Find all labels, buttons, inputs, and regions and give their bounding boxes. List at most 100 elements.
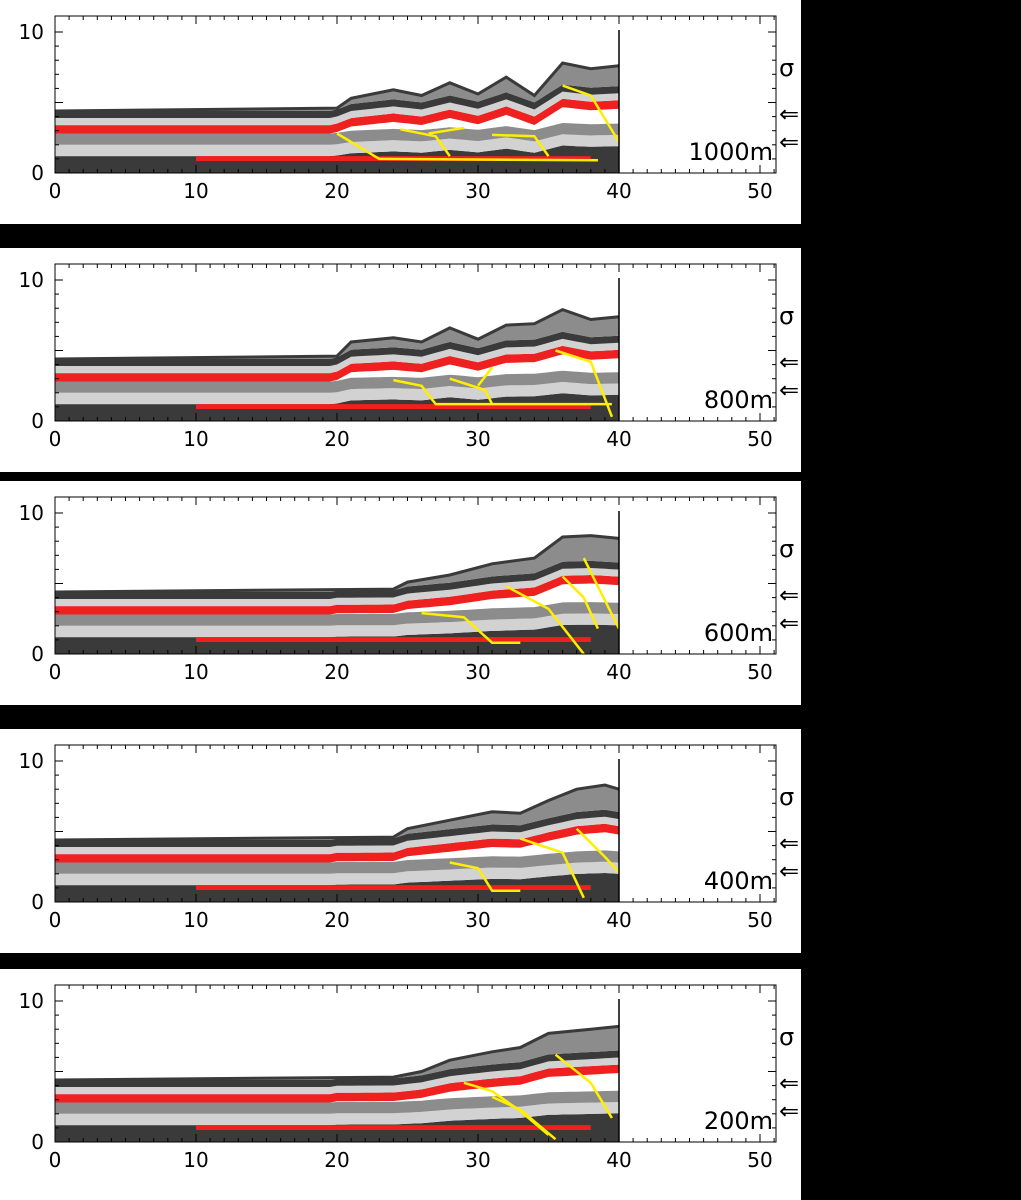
x-tick-label: 10 xyxy=(183,427,208,451)
sigma-label: σ xyxy=(779,1023,794,1051)
fault-line xyxy=(336,132,598,162)
fault-line xyxy=(449,377,494,405)
panel-600m: 0 10 20 30 40 50 0 10 600m σ ⇐ ⇐ xyxy=(0,481,801,705)
x-tick-label: 0 xyxy=(49,1148,62,1172)
layer-red-detachment xyxy=(196,637,591,643)
y-tick-label: 0 xyxy=(31,409,44,433)
y-tick-label: 10 xyxy=(19,501,44,525)
topographic-surface xyxy=(54,307,620,361)
y-tick-label: 0 xyxy=(31,890,44,914)
separator-band-1 xyxy=(0,224,801,248)
fault-line xyxy=(561,575,600,630)
layer-dark-upper xyxy=(55,1050,619,1087)
panel-400m: 0 10 20 30 40 50 0 10 400m σ ⇐ ⇐ xyxy=(0,729,801,953)
x-tick-label: 0 xyxy=(49,660,62,684)
layer-dark-upper xyxy=(55,809,619,847)
fault-line xyxy=(582,557,621,630)
topographic-surface xyxy=(54,783,620,842)
model-section-plot: 0 10 20 30 40 50 0 10 600m σ ⇐⇐ xyxy=(0,481,801,705)
fault-line xyxy=(477,366,494,387)
panel-200m: 0 10 20 30 40 50 0 10 200m σ ⇐ ⇐ xyxy=(0,969,801,1193)
x-tick-label: 10 xyxy=(183,1148,208,1172)
sigma-label: σ xyxy=(779,302,794,330)
y-tick-label: 10 xyxy=(19,989,44,1013)
layer-mid-lower xyxy=(55,602,619,626)
panel-800m: 0 10 20 30 40 50 0 10 800m σ ⇐ ⇐ xyxy=(0,248,801,472)
fault-line xyxy=(491,1095,557,1141)
x-tick-label: 10 xyxy=(183,179,208,203)
x-tick-label: 0 xyxy=(49,427,62,451)
plot-frame xyxy=(54,984,777,1143)
x-tick-label: 30 xyxy=(465,660,490,684)
x-tick-label: 0 xyxy=(49,179,62,203)
right-black-bar xyxy=(801,0,1021,1200)
model-section-plot: 0 10 20 30 40 50 0 10 400m σ ⇐⇐ xyxy=(0,729,801,953)
sigma-label: σ xyxy=(779,783,794,811)
fault-line xyxy=(505,585,585,655)
layer-red-upper xyxy=(55,823,619,863)
displacement-label: 800m xyxy=(704,386,773,414)
x-tick-label: 50 xyxy=(747,908,772,932)
y-tick-label: 0 xyxy=(31,1130,44,1154)
y-tick-label: 10 xyxy=(19,749,44,773)
fault-line xyxy=(393,378,612,406)
fault-line xyxy=(562,84,621,143)
push-arrow-icon: ⇐ xyxy=(779,829,799,857)
x-tick-label: 40 xyxy=(606,1148,631,1172)
fault-line xyxy=(519,837,585,899)
fault-line xyxy=(449,861,521,892)
x-tick-label: 20 xyxy=(324,660,349,684)
x-tick-label: 20 xyxy=(324,179,349,203)
push-arrow-icon: ⇐ xyxy=(779,128,799,156)
topographic-surface xyxy=(54,1024,620,1082)
y-tick-label: 0 xyxy=(31,642,44,666)
layer-light-lower xyxy=(55,1102,619,1126)
push-arrow-icon: ⇐ xyxy=(779,348,799,376)
model-section-plot: 0 10 20 30 40 50 0 10 1000m σ ⇐⇐ xyxy=(0,0,801,224)
layer-mid-lower xyxy=(55,1090,619,1114)
model-section-plot: 0 10 20 30 40 50 0 10 200m σ ⇐⇐ xyxy=(0,969,801,1193)
layer-dark-upper xyxy=(55,84,619,118)
push-arrow-icon: ⇐ xyxy=(779,609,799,637)
x-tick-label: 0 xyxy=(49,908,62,932)
topographic-surface xyxy=(54,534,620,594)
layer-red-upper xyxy=(55,98,619,134)
x-tick-label: 20 xyxy=(324,427,349,451)
layer-light-upper xyxy=(55,91,619,126)
x-tick-label: 30 xyxy=(465,427,490,451)
fault-line xyxy=(554,1053,613,1119)
y-tick-label: 10 xyxy=(19,268,44,292)
plot-frame xyxy=(54,496,777,655)
layer-red-upper xyxy=(55,1064,619,1103)
push-arrow-icon: ⇐ xyxy=(779,1097,799,1125)
x-tick-label: 30 xyxy=(465,179,490,203)
separator-band-3 xyxy=(0,705,801,729)
push-arrow-icon: ⇐ xyxy=(779,581,799,609)
model-section-plot: 0 10 20 30 40 50 0 10 800m σ ⇐⇐ xyxy=(0,248,801,472)
x-tick-label: 20 xyxy=(324,908,349,932)
fault-line xyxy=(492,133,550,157)
fault-line xyxy=(575,827,620,874)
layer-light-lower xyxy=(55,381,619,405)
layer-red-upper xyxy=(55,575,619,615)
plot-frame xyxy=(54,15,777,174)
sigma-label: σ xyxy=(779,535,794,563)
x-tick-label: 50 xyxy=(747,427,772,451)
topographic-surface xyxy=(54,61,620,113)
layer-dark-upper xyxy=(55,331,619,366)
displacement-label: 400m xyxy=(704,867,773,895)
x-tick-label: 10 xyxy=(183,660,208,684)
x-tick-label: 10 xyxy=(183,908,208,932)
displacement-label: 200m xyxy=(704,1107,773,1135)
displacement-label: 600m xyxy=(704,619,773,647)
x-tick-label: 40 xyxy=(606,179,631,203)
x-tick-label: 20 xyxy=(324,1148,349,1172)
layer-light-lower xyxy=(55,134,619,157)
fault-line xyxy=(400,128,451,157)
y-tick-label: 0 xyxy=(31,161,44,185)
displacement-label: 1000m xyxy=(689,138,773,166)
x-tick-label: 40 xyxy=(606,908,631,932)
x-tick-label: 50 xyxy=(747,660,772,684)
layer-red-detachment xyxy=(196,1125,591,1131)
plot-frame xyxy=(54,744,777,903)
